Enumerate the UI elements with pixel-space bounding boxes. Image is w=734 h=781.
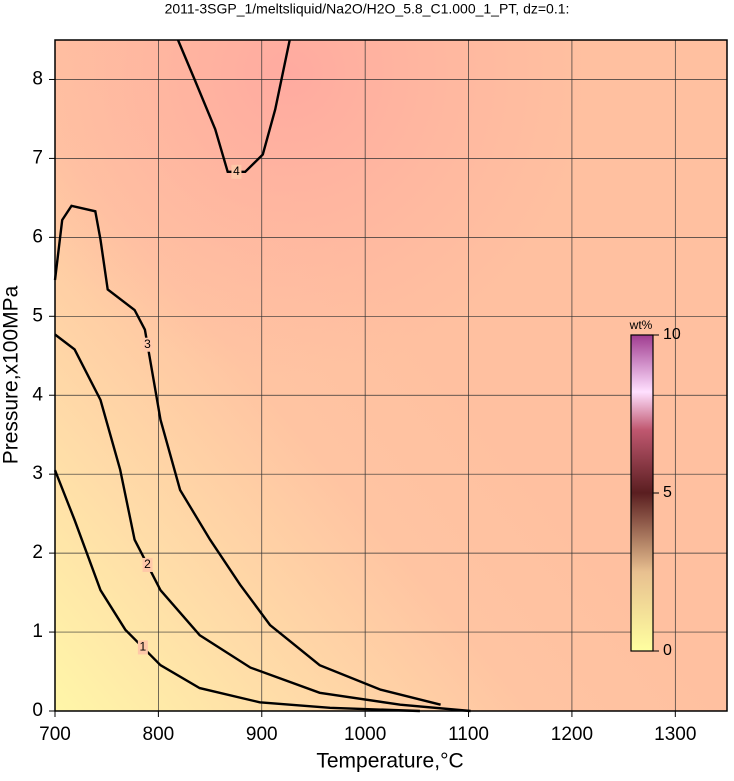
y-tick-label: 3 bbox=[32, 463, 43, 484]
plot-frame bbox=[54, 39, 728, 712]
colorbar-tick-label: 10 bbox=[663, 326, 681, 343]
y-tick-label: 8 bbox=[32, 68, 43, 89]
x-tick-label: 1100 bbox=[448, 724, 489, 745]
contour-label: 3 bbox=[144, 337, 151, 351]
x-tick-label: 1200 bbox=[551, 724, 593, 745]
contour-label: 4 bbox=[233, 164, 240, 178]
x-tick-label: 1300 bbox=[654, 724, 696, 745]
colorbar-tick-label: 5 bbox=[663, 484, 672, 501]
y-tick-label: 7 bbox=[32, 147, 43, 168]
field-highlight bbox=[55, 40, 727, 711]
contour-line bbox=[53, 204, 441, 706]
contour-label-bg bbox=[142, 557, 153, 572]
y-tick-label: 5 bbox=[32, 305, 43, 326]
x-axis-label: Temperature,°C bbox=[316, 750, 463, 773]
x-tick-label: 800 bbox=[143, 724, 175, 745]
contour-label-bg bbox=[137, 640, 148, 655]
contour-line bbox=[53, 469, 420, 713]
colorbar-tick-label: 0 bbox=[663, 642, 672, 659]
y-tick-label: 4 bbox=[32, 384, 43, 405]
x-tick-label: 900 bbox=[246, 724, 278, 745]
y-tick-label: 2 bbox=[32, 542, 43, 563]
colorbar-label: wt% bbox=[629, 318, 653, 332]
contour-label: 2 bbox=[144, 557, 151, 571]
chart-title: 2011-3SGP_1/meltsliquid/Na2O/H2O_5.8_C1.… bbox=[165, 1, 570, 17]
contour-label: 1 bbox=[140, 640, 147, 654]
x-tick-label: 1000 bbox=[344, 724, 386, 745]
y-axis-label: Pressure,x100MPa bbox=[0, 285, 23, 464]
colorbar bbox=[630, 334, 654, 652]
y-tick-label: 1 bbox=[32, 621, 43, 642]
x-tick-label: 700 bbox=[39, 724, 71, 745]
contour-label-bg bbox=[231, 164, 242, 179]
y-tick-label: 0 bbox=[32, 700, 43, 721]
y-tick-label: 6 bbox=[32, 226, 43, 247]
contour-line bbox=[54, 333, 471, 713]
contour-label-bg bbox=[142, 337, 153, 352]
